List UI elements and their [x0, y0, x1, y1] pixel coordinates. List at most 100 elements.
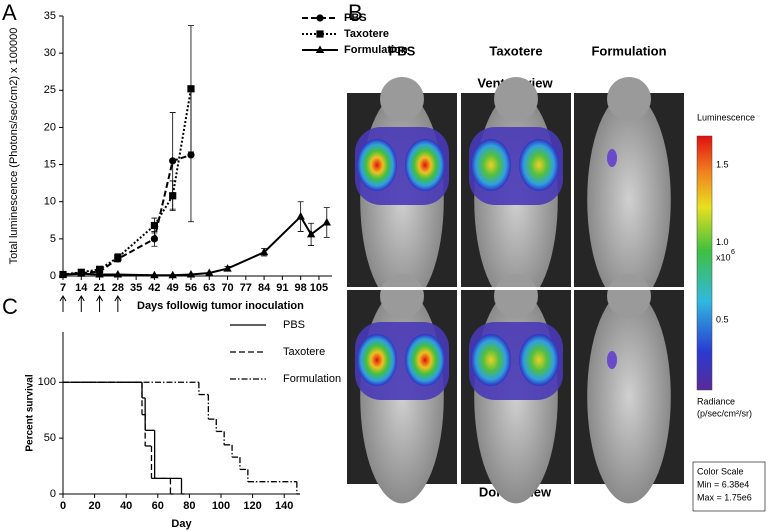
marker [95, 265, 104, 273]
marker [95, 270, 104, 278]
x-tick-label: 140 [275, 500, 293, 512]
marker [223, 264, 232, 272]
y-axis-label: Percent survival [25, 374, 36, 451]
signal-spot [519, 139, 559, 191]
x-tick-label: 35 [130, 282, 142, 294]
marker [77, 269, 86, 277]
legend-label: Taxotere [344, 28, 389, 40]
panel-label: C [2, 294, 18, 319]
signal-spot [405, 139, 445, 191]
signal-spot [519, 334, 559, 386]
scale-box-text: Max = 1.75e6 [697, 492, 752, 502]
colorbar-unit: Radiance [697, 396, 735, 406]
y-tick-label: 5 [50, 233, 56, 245]
treatment-arrow [114, 295, 122, 312]
series-line [62, 88, 192, 276]
signal-spot [607, 351, 617, 369]
x-tick-label: 40 [120, 500, 132, 512]
mouse-head [380, 274, 424, 318]
marker [259, 247, 269, 256]
mouse-head [607, 77, 651, 121]
colorbar-exponent: 6 [731, 249, 735, 256]
x-tick-label: 105 [310, 282, 328, 294]
x-tick-label: 7 [60, 282, 66, 294]
x-tick-label: 77 [240, 282, 252, 294]
signal-spot [607, 149, 617, 167]
x-tick-label: 49 [167, 282, 179, 294]
mouse-head [380, 77, 424, 121]
marker [150, 221, 159, 230]
colorbar-tick-label: 1.5 [716, 159, 729, 169]
signal-spot [471, 139, 511, 191]
marker [169, 157, 177, 165]
marker [150, 235, 159, 243]
treatment-arrow [59, 295, 67, 312]
marker [150, 270, 159, 279]
marker [186, 270, 196, 278]
marker [114, 253, 122, 262]
scale-box [692, 461, 766, 512]
colorbar-tick-label: 1.0 [716, 237, 729, 247]
y-tick-label: 20 [44, 121, 56, 133]
x-tick-label: 14 [75, 282, 88, 294]
signal-spot [471, 334, 511, 386]
marker [169, 192, 177, 200]
legend-label: Formulation [344, 44, 408, 56]
x-tick-label: 100 [212, 500, 230, 512]
legend-label: PBS [344, 12, 367, 24]
panel-label: A [2, 0, 17, 25]
column-header: Taxotere [489, 43, 542, 58]
x-tick-label: 84 [258, 282, 271, 294]
marker [306, 229, 316, 238]
x-tick-label: 28 [112, 282, 124, 294]
y-tick-label: 0 [50, 270, 56, 282]
marker [296, 212, 305, 220]
signal-spot [357, 139, 397, 191]
x-tick-label: 120 [243, 500, 261, 512]
legend-marker [315, 45, 325, 53]
x-tick-label: 91 [276, 282, 288, 294]
x-tick-label: 21 [93, 282, 105, 294]
x-tick-label: 98 [295, 282, 307, 294]
treatment-arrow [77, 295, 85, 312]
colorbar [696, 135, 713, 391]
legend-marker [316, 14, 324, 22]
y-tick-label: 0 [50, 488, 56, 500]
column-header: PBS [389, 43, 416, 58]
mouse-body [587, 93, 671, 307]
marker [322, 218, 331, 226]
panel-label: B [348, 0, 363, 25]
x-tick-label: 20 [88, 500, 100, 512]
mouse-body [587, 290, 671, 504]
y-tick-label: 25 [44, 84, 56, 96]
marker [168, 270, 177, 279]
y-tick-label: 35 [44, 10, 56, 22]
mouse-head [494, 274, 538, 318]
scale-box-text: Color Scale [697, 466, 744, 476]
marker [187, 85, 195, 93]
legend-label: Formulation [283, 373, 341, 385]
colorbar-unit: (p/sec/cm²/sr) [697, 408, 752, 418]
x-tick-label: 42 [148, 282, 160, 294]
x-axis-label: Days followig tumor inoculation [137, 300, 304, 312]
marker [187, 151, 195, 159]
colorbar-title: Luminescence [697, 112, 755, 122]
legend-label: Taxotere [283, 346, 325, 358]
colorbar-multiplier: x10 [716, 252, 731, 262]
x-tick-label: 56 [185, 282, 197, 294]
mouse-head [607, 274, 651, 318]
signal-spot [405, 334, 445, 386]
x-tick-label: 70 [221, 282, 233, 294]
mouse-head [494, 77, 538, 121]
y-axis-label: Total luminescence (Photons/sec/cm2) x 1… [8, 28, 20, 265]
charts: 0 5 10 15 20 25 30 35 7 14 21 28 35 42 49 56 63 70 77 84 91 9… [8, 10, 408, 530]
x-tick-label: 60 [152, 500, 164, 512]
marker [113, 270, 123, 278]
y-tick-label: 100 [38, 376, 56, 388]
y-tick-label: 50 [44, 432, 56, 444]
column-header: Formulation [591, 43, 666, 58]
colorbar-tick-label: 0.5 [716, 314, 729, 324]
